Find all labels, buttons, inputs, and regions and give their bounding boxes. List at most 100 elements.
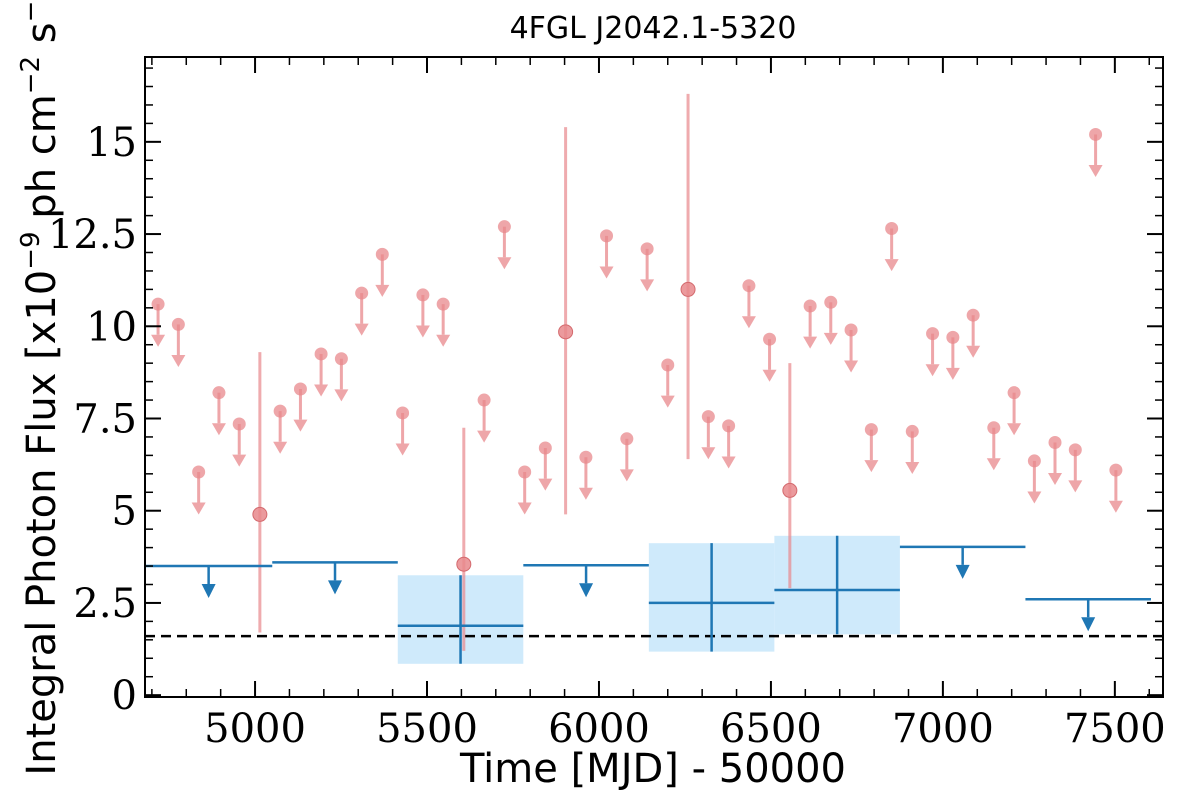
short-bin-ul-arrow bbox=[640, 279, 655, 292]
y-axis-label-exp2: −2 bbox=[16, 56, 46, 94]
short-bin-ul-point bbox=[824, 295, 838, 309]
short-bin-ul-arrow bbox=[1108, 500, 1123, 513]
short-bin-ul-arrow bbox=[273, 441, 288, 454]
short-bin-ul-point bbox=[844, 323, 858, 337]
y-tick-label: 5 bbox=[112, 489, 137, 535]
short-bin-ul-arrow bbox=[334, 389, 349, 402]
short-bin-ul-arrow bbox=[314, 384, 329, 397]
short-bin-ul-point bbox=[314, 347, 328, 361]
short-bin-ul-point bbox=[987, 421, 1001, 435]
short-bin-ul-point bbox=[212, 386, 226, 400]
short-bin-ul-point bbox=[926, 327, 940, 341]
long-bin-ul-arrow bbox=[328, 580, 343, 595]
long-bin-ul-arrow bbox=[579, 583, 594, 598]
short-bin-detection-point bbox=[252, 506, 268, 522]
short-bin-ul-point bbox=[905, 424, 919, 438]
short-bin-ul-arrow bbox=[232, 454, 247, 467]
short-bin-ul-point bbox=[600, 229, 614, 243]
long-bin-ul-arrow bbox=[955, 564, 970, 579]
short-bin-ul-arrow bbox=[578, 487, 593, 500]
short-bin-ul-arrow bbox=[191, 502, 206, 515]
short-bin-ul-arrow bbox=[436, 334, 451, 347]
short-bin-ul-arrow bbox=[905, 461, 920, 474]
short-bin-ul-arrow bbox=[1068, 480, 1083, 493]
short-bin-ul-arrow bbox=[721, 456, 736, 469]
y-axis-label-exp: −9 bbox=[16, 231, 46, 269]
short-bin-ul-arrow bbox=[293, 419, 308, 432]
short-bin-ul-arrow bbox=[354, 323, 369, 336]
short-bin-ul-arrow bbox=[171, 355, 186, 368]
short-bin-ul-arrow bbox=[538, 478, 553, 491]
short-bin-ul-arrow bbox=[211, 423, 226, 436]
y-axis-label-mid2: s bbox=[19, 22, 65, 56]
short-bin-ul-arrow bbox=[986, 458, 1001, 471]
y-axis-label: Integral Photon Flux [x10−9 ph cm−2 s−1] bbox=[16, 0, 65, 776]
short-bin-ul-arrow bbox=[497, 257, 512, 270]
short-bin-ul-arrow bbox=[415, 325, 430, 338]
short-bin-ul-point bbox=[375, 247, 389, 261]
y-tick-label: 15 bbox=[86, 120, 137, 166]
short-bin-ul-point bbox=[1007, 386, 1021, 400]
short-bin-ul-point bbox=[661, 358, 675, 372]
short-bin-ul-point bbox=[416, 288, 430, 302]
short-bin-ul-point bbox=[293, 382, 307, 396]
svg-text:Integral Photon Flux [x10−9 ph: Integral Photon Flux [x10−9 ph cm−2 s−1] bbox=[16, 0, 65, 776]
x-tick-label: 7000 bbox=[892, 706, 994, 752]
short-bin-ul-arrow bbox=[925, 364, 940, 377]
short-bin-ul-point bbox=[232, 417, 246, 431]
short-bin-ul-arrow bbox=[762, 369, 777, 382]
y-axis-label-mid: ph cm bbox=[19, 94, 65, 231]
short-bin-ul-point bbox=[864, 423, 878, 437]
x-tick-label: 6500 bbox=[720, 706, 822, 752]
short-bin-ul-point bbox=[151, 297, 165, 311]
short-bin-ul-point bbox=[396, 406, 410, 420]
short-bin-ul-point bbox=[538, 441, 552, 455]
short-bin-ul-arrow bbox=[619, 469, 634, 482]
short-bin-ul-arrow bbox=[884, 259, 899, 272]
short-bin-ul-arrow bbox=[395, 443, 410, 456]
short-bin-detection-point bbox=[782, 482, 798, 498]
x-tick-label: 7500 bbox=[1064, 706, 1166, 752]
long-bin-ul-arrow bbox=[201, 584, 216, 599]
short-bin-ul-arrow bbox=[701, 447, 716, 460]
short-bin-ul-arrow bbox=[1007, 423, 1022, 436]
short-bin-ul-arrow bbox=[823, 332, 838, 345]
plot-frame bbox=[144, 56, 1164, 698]
short-bin-ul-arrow bbox=[1048, 473, 1063, 486]
short-bin-ul-point bbox=[171, 317, 185, 331]
y-tick-label: 0 bbox=[112, 673, 137, 719]
short-bin-ul-point bbox=[436, 297, 450, 311]
short-bin-ul-arrow bbox=[477, 430, 492, 443]
short-bin-ul-point bbox=[742, 279, 756, 293]
short-bin-ul-arrow bbox=[966, 345, 981, 358]
short-bin-ul-point bbox=[1089, 127, 1103, 141]
short-bin-ul-point bbox=[1027, 454, 1041, 468]
y-tick-label: 12.5 bbox=[48, 212, 137, 258]
short-bin-ul-point bbox=[620, 432, 634, 446]
y-axis-label-main: Integral Photon Flux [x10 bbox=[19, 270, 65, 776]
short-bin-detection-point bbox=[558, 324, 574, 340]
short-bin-ul-point bbox=[273, 404, 287, 418]
short-bin-ul-arrow bbox=[375, 284, 390, 297]
short-bin-ul-point bbox=[579, 450, 593, 464]
x-tick-label: 5500 bbox=[376, 706, 478, 752]
short-bin-ul-arrow bbox=[945, 367, 960, 380]
short-bin-ul-point bbox=[701, 410, 715, 424]
long-bin-ul-arrow bbox=[1081, 617, 1096, 632]
y-tick-label: 10 bbox=[86, 304, 137, 350]
short-bin-ul-arrow bbox=[660, 395, 675, 408]
short-bin-ul-point bbox=[966, 308, 980, 322]
short-bin-ul-arrow bbox=[864, 460, 879, 473]
short-bin-ul-arrow bbox=[1027, 491, 1042, 504]
short-bin-ul-arrow bbox=[599, 266, 614, 279]
short-bin-ul-point bbox=[192, 465, 206, 479]
y-axis-label-exp3: −1 bbox=[16, 0, 46, 22]
short-bin-ul-point bbox=[946, 330, 960, 344]
short-bin-ul-arrow bbox=[1088, 165, 1103, 178]
short-bin-detection-point bbox=[456, 556, 472, 572]
short-bin-ul-point bbox=[1048, 435, 1062, 449]
short-bin-ul-point bbox=[885, 222, 899, 236]
short-bin-ul-point bbox=[334, 352, 348, 366]
short-bin-ul-arrow bbox=[844, 360, 859, 373]
short-bin-detection-point bbox=[680, 281, 696, 297]
